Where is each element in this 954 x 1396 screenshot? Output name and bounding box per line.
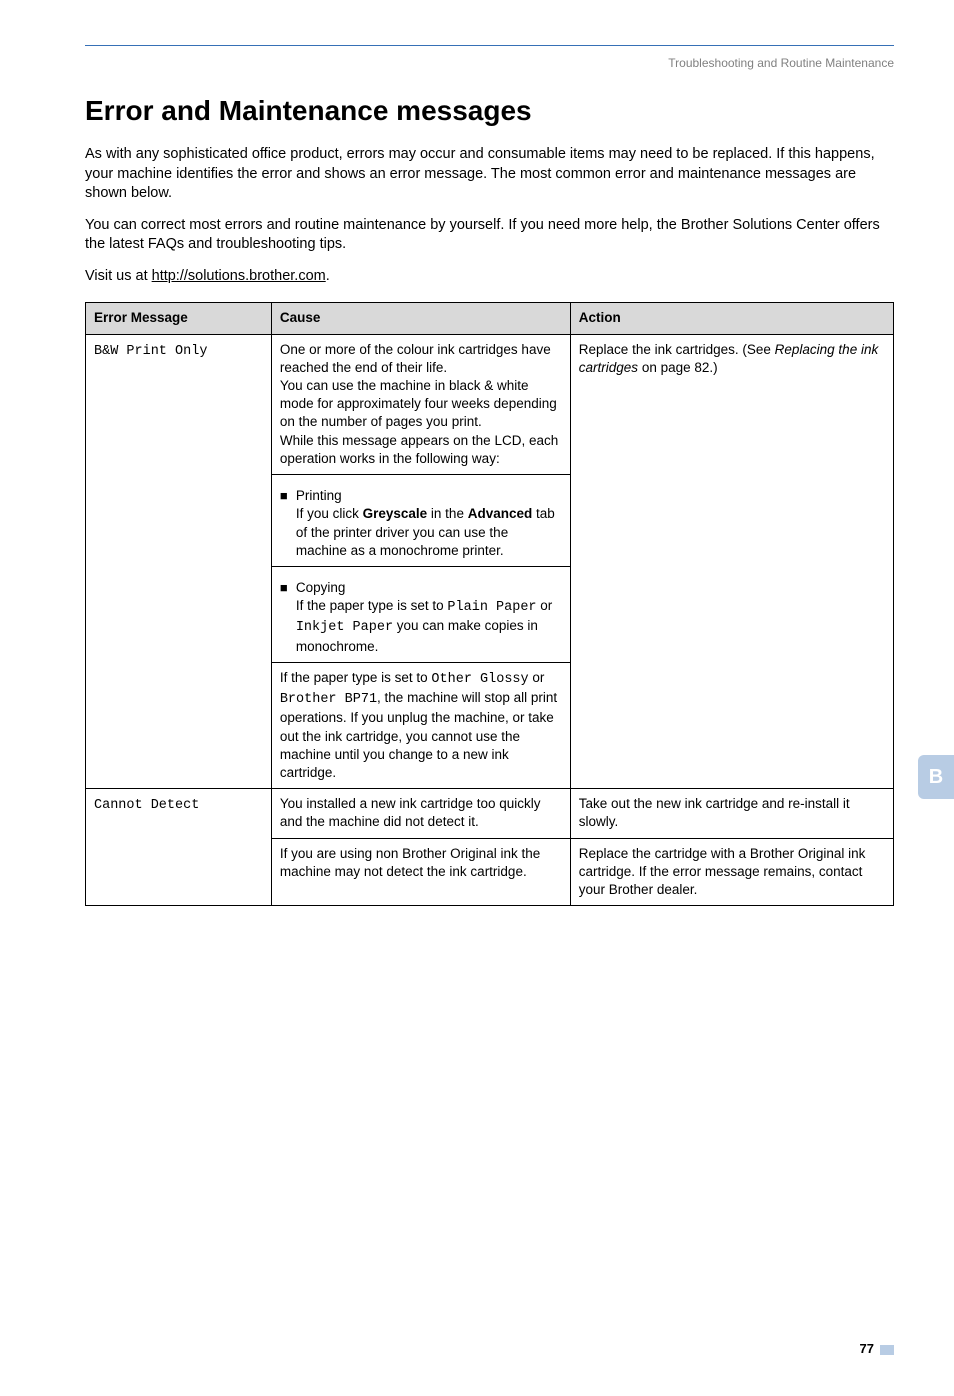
bullet-mid: in the [427,506,468,521]
bullet-icon: ■ [280,487,296,560]
action-cell: Replace the cartridge with a Brother Ori… [570,838,893,906]
th-error-message: Error Message [86,303,272,334]
tail-pre: If the paper type is set to [280,670,432,685]
err-cell: Cannot Detect [86,789,272,906]
err-code: Cannot Detect [94,798,199,813]
cause-p1: One or more of the colour ink cartridges… [280,341,562,377]
tail-m2: Brother BP71 [280,692,377,707]
bullet-icon: ■ [280,579,296,656]
page-number: 77 [860,1341,894,1356]
breadcrumb: Troubleshooting and Routine Maintenance [0,56,894,70]
cause-cell: You installed a new ink cartridge too qu… [271,789,570,838]
bullet-b2: Advanced [468,506,533,521]
th-cause: Cause [271,303,570,334]
page-heading: Error and Maintenance messages [85,95,894,127]
cause-cell-tail: If the paper type is set to Other Glossy… [271,662,570,788]
bullet-text-pre: If you click [296,506,363,521]
action-pre: Replace the ink cartridges. (See [579,342,775,357]
cause-cell-bullet2: ■ Copying If the paper type is set to Pl… [271,567,570,663]
intro-p3: Visit us at http://solutions.brother.com… [85,267,894,287]
table-header-row: Error Message Cause Action [86,303,894,334]
intro-p3-prefix: Visit us at [85,268,152,284]
error-table: Error Message Cause Action B&W Print Onl… [85,302,894,906]
cause-p2: You can use the machine in black & white… [280,377,562,432]
bullet-title: Printing [296,488,342,503]
intro-block: As with any sophisticated office product… [85,145,894,286]
bullet-b1: Greyscale [363,506,428,521]
intro-p1: As with any sophisticated office product… [85,145,894,204]
bullet-item: ■ Printing If you click Greyscale in the… [280,487,562,560]
cause-cell: One or more of the colour ink cartridges… [271,334,570,475]
action-post: on page 82.) [638,360,718,375]
bullet-body: Copying If the paper type is set to Plai… [296,579,562,656]
intro-p2: You can correct most errors and routine … [85,216,894,255]
table-row: B&W Print Only One or more of the colour… [86,334,894,475]
cause-cell: If you are using non Brother Original in… [271,838,570,906]
th-action: Action [570,303,893,334]
tail-m1: Other Glossy [431,672,528,687]
bullet-pre: If the paper type is set to [296,598,448,613]
err-cell: B&W Print Only [86,334,272,789]
cause-cell-bullet1: ■ Printing If you click Greyscale in the… [271,475,570,567]
bullet-title: Copying [296,580,346,595]
section-tab: B [918,755,954,799]
err-code: B&W Print Only [94,344,207,359]
bullet-mono1: Plain Paper [447,600,536,615]
table-row: Cannot Detect You installed a new ink ca… [86,789,894,838]
bullet-mid1: or [537,598,553,613]
bullet-mono2: Inkjet Paper [296,620,393,635]
cause-p3: While this message appears on the LCD, e… [280,432,562,468]
tail-mid: or [529,670,545,685]
bullet-body: Printing If you click Greyscale in the A… [296,487,562,560]
action-cell: Replace the ink cartridges. (See Replaci… [570,334,893,789]
solutions-link[interactable]: http://solutions.brother.com [152,268,326,284]
main-content: Error and Maintenance messages As with a… [85,95,894,906]
bullet-item: ■ Copying If the paper type is set to Pl… [280,579,562,656]
top-rule [85,45,894,46]
intro-p3-suffix: . [326,268,330,284]
action-cell: Take out the new ink cartridge and re-in… [570,789,893,838]
